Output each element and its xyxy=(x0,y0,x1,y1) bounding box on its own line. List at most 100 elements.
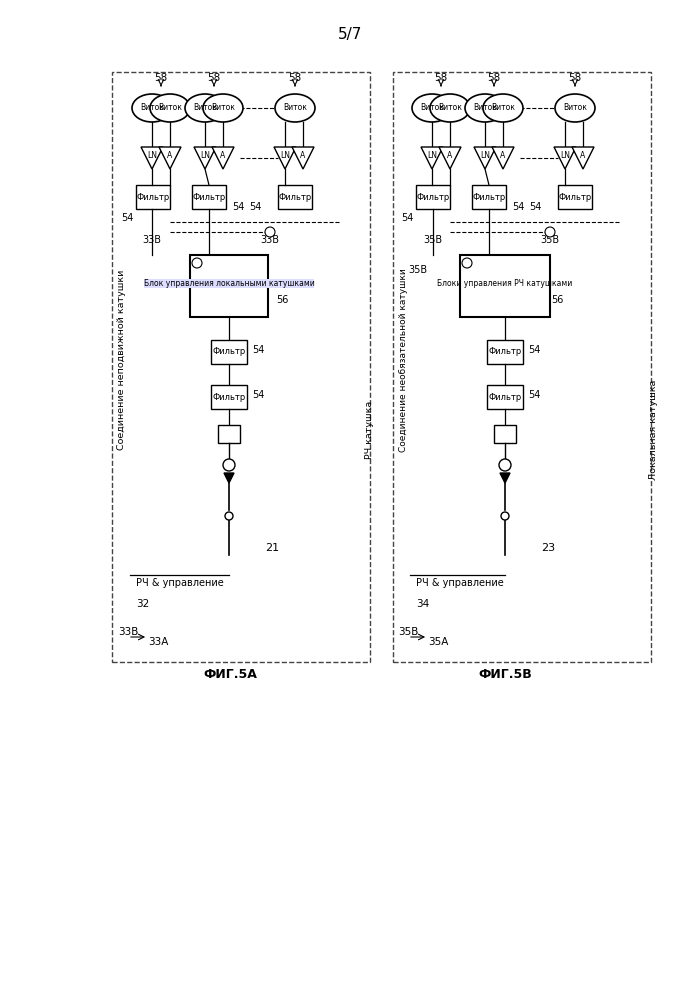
Bar xyxy=(558,185,592,209)
Text: Фильтр: Фильтр xyxy=(193,193,225,202)
Polygon shape xyxy=(274,147,296,169)
Text: Соединение необязательной катушки: Соединение необязательной катушки xyxy=(398,268,407,452)
Bar xyxy=(393,72,651,662)
Text: LN: LN xyxy=(147,152,157,161)
Text: Виток: Виток xyxy=(140,104,164,113)
Ellipse shape xyxy=(150,94,190,122)
Polygon shape xyxy=(492,147,514,169)
Text: Виток: Виток xyxy=(283,104,307,113)
Text: 56: 56 xyxy=(276,295,288,305)
Bar xyxy=(211,385,247,409)
Text: 54: 54 xyxy=(528,345,540,355)
Text: A: A xyxy=(300,152,306,161)
Text: A: A xyxy=(500,152,505,161)
Text: 58: 58 xyxy=(487,73,500,83)
Text: 58: 58 xyxy=(568,73,582,83)
Text: Виток: Виток xyxy=(158,104,182,113)
Polygon shape xyxy=(421,147,443,169)
Ellipse shape xyxy=(132,94,172,122)
Text: A: A xyxy=(447,152,453,161)
Text: 33А: 33А xyxy=(148,637,168,647)
Text: РЧ & управление: РЧ & управление xyxy=(136,578,224,588)
Ellipse shape xyxy=(465,94,505,122)
Text: 23: 23 xyxy=(541,543,555,553)
Text: A: A xyxy=(580,152,586,161)
Bar xyxy=(416,185,450,209)
Polygon shape xyxy=(439,147,461,169)
Bar xyxy=(278,185,312,209)
Circle shape xyxy=(501,512,509,520)
Ellipse shape xyxy=(203,94,243,122)
Text: Соединение неподвижной катушки: Соединение неподвижной катушки xyxy=(118,270,127,451)
Text: 35А: 35А xyxy=(428,637,448,647)
Text: Локальная катушка: Локальная катушка xyxy=(648,380,657,481)
Bar xyxy=(460,255,550,317)
Text: Фильтр: Фильтр xyxy=(416,193,449,202)
Text: Виток: Виток xyxy=(193,104,217,113)
Ellipse shape xyxy=(412,94,452,122)
Text: 54: 54 xyxy=(252,390,264,400)
Text: 56: 56 xyxy=(551,295,564,305)
Text: Виток: Виток xyxy=(491,104,515,113)
Polygon shape xyxy=(474,147,496,169)
Bar xyxy=(190,255,268,317)
Bar xyxy=(211,340,247,364)
Text: Виток: Виток xyxy=(438,104,462,113)
Bar xyxy=(192,185,226,209)
Text: 54: 54 xyxy=(512,202,524,212)
Text: Виток: Виток xyxy=(211,104,235,113)
Polygon shape xyxy=(500,473,510,483)
Text: Фильтр: Фильтр xyxy=(279,193,312,202)
Text: LN: LN xyxy=(427,152,437,161)
Text: 54: 54 xyxy=(248,202,261,212)
Bar xyxy=(487,385,523,409)
Bar xyxy=(494,425,516,443)
Bar xyxy=(112,72,370,662)
Text: 35В: 35В xyxy=(540,235,559,245)
Text: Фильтр: Фильтр xyxy=(212,348,246,357)
Circle shape xyxy=(545,227,555,237)
Ellipse shape xyxy=(483,94,523,122)
Text: 54: 54 xyxy=(401,213,413,223)
Bar xyxy=(136,185,170,209)
Text: 34: 34 xyxy=(416,599,430,609)
Text: 54: 54 xyxy=(232,202,244,212)
Circle shape xyxy=(223,459,235,471)
Bar xyxy=(218,425,240,443)
Circle shape xyxy=(265,227,275,237)
Text: 21: 21 xyxy=(265,543,279,553)
Text: 58: 58 xyxy=(207,73,220,83)
Text: 35В: 35В xyxy=(398,627,418,637)
Text: A: A xyxy=(167,152,173,161)
Text: Виток: Виток xyxy=(563,104,587,113)
Text: LN: LN xyxy=(280,152,290,161)
Polygon shape xyxy=(554,147,576,169)
Text: 54: 54 xyxy=(121,213,133,223)
Polygon shape xyxy=(194,147,216,169)
Circle shape xyxy=(225,512,233,520)
Text: Фильтр: Фильтр xyxy=(473,193,505,202)
Text: ФИГ.5А: ФИГ.5А xyxy=(203,668,257,681)
Text: LN: LN xyxy=(480,152,490,161)
Text: Виток: Виток xyxy=(473,104,497,113)
Polygon shape xyxy=(141,147,163,169)
Text: 58: 58 xyxy=(155,73,167,83)
Polygon shape xyxy=(212,147,234,169)
Text: РЧ катушка: РЧ катушка xyxy=(365,401,375,460)
Text: 35В: 35В xyxy=(408,265,428,275)
Text: Блоки управления РЧ катушками: Блоки управления РЧ катушками xyxy=(438,279,573,288)
Text: Фильтр: Фильтр xyxy=(489,348,522,357)
Text: 32: 32 xyxy=(136,599,150,609)
Text: 54: 54 xyxy=(528,390,540,400)
Ellipse shape xyxy=(430,94,470,122)
Text: 58: 58 xyxy=(435,73,447,83)
Ellipse shape xyxy=(185,94,225,122)
Text: LN: LN xyxy=(560,152,570,161)
Ellipse shape xyxy=(275,94,315,122)
Circle shape xyxy=(499,459,511,471)
Circle shape xyxy=(462,258,472,268)
Text: 33В: 33В xyxy=(143,235,162,245)
Text: LN: LN xyxy=(200,152,210,161)
Polygon shape xyxy=(292,147,314,169)
Text: ФИГ.5В: ФИГ.5В xyxy=(478,668,532,681)
